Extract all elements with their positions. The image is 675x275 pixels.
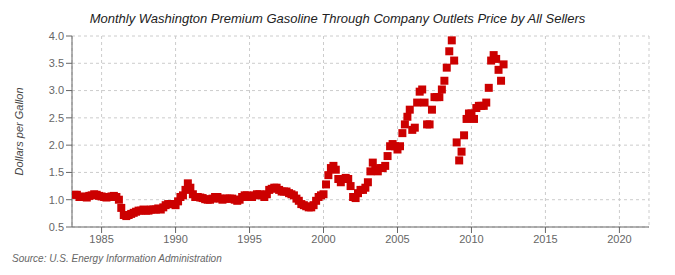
svg-text:2010: 2010 — [459, 233, 483, 245]
svg-text:2015: 2015 — [533, 233, 557, 245]
svg-text:3.0: 3.0 — [49, 84, 64, 96]
svg-text:2020: 2020 — [607, 233, 631, 245]
svg-text:4.0: 4.0 — [49, 30, 64, 42]
svg-text:2.5: 2.5 — [49, 112, 64, 124]
html-text:Monthly Washington Premium Gas: Monthly Washington Premium Gasoline Thro… — [89, 11, 586, 26]
html-text:Source: U.S. Energy Informatio: Source: U.S. Energy Information Administ… — [12, 253, 222, 264]
svg-text:1985: 1985 — [89, 233, 113, 245]
svg-text:3.5: 3.5 — [49, 57, 64, 69]
svg-text:1995: 1995 — [237, 233, 261, 245]
svg-text:1.0: 1.0 — [49, 194, 64, 206]
svg-text:2005: 2005 — [385, 233, 409, 245]
svg-text:0.5: 0.5 — [49, 221, 64, 233]
svg-text:2.0: 2.0 — [49, 139, 64, 151]
svg-text:2000: 2000 — [311, 233, 335, 245]
svg-text:1.5: 1.5 — [49, 166, 64, 178]
svg-text:1990: 1990 — [163, 233, 187, 245]
svg-text:Dollars per Gallon: Dollars per Gallon — [13, 87, 25, 175]
